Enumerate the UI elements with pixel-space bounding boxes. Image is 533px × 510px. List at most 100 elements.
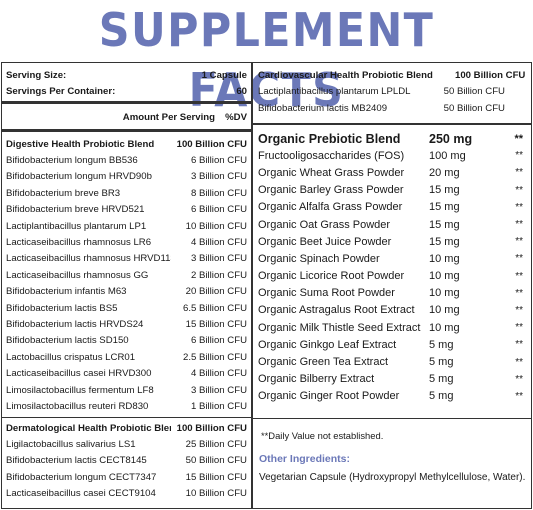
ingredient-amount: 3 Billion CFU — [191, 384, 247, 396]
ingredient-amount: 10 mg — [429, 287, 460, 300]
ingredient-name: Organic Bilberry Extract — [258, 373, 375, 386]
ingredient-dv: ** — [515, 390, 523, 402]
ingredient-amount: 15 Billion CFU — [185, 318, 247, 330]
ingredient-amount: 15 mg — [429, 201, 460, 214]
ingredient-row: Bifidobacterium lactis BS5 6.5 Billion CF… — [6, 300, 247, 316]
ingredient-dv: ** — [515, 322, 523, 334]
ingredient-amount: 20 mg — [429, 166, 460, 179]
other-ingredients-text: Vegetarian Capsule (Hydroxypropyl Methyl… — [259, 472, 526, 483]
ingredient-amount: 15 Billion CFU — [185, 471, 247, 483]
ingredient-amount: 50 Billion CFU — [443, 102, 505, 114]
ingredient-name: Bifidobacterium lactis BS5 — [6, 302, 118, 314]
ingredient-name: Lacticaseibacillus rhamnosus LR6 — [6, 237, 152, 249]
ingredient-name: Limosilactobacillus reuteri RD830 — [6, 400, 149, 412]
left-facts-panel: Serving Size: 1 Capsule Servings Per Con… — [1, 62, 252, 509]
ingredient-name: Lactiplantibacillus plantarum LPLDL — [258, 86, 411, 98]
ingredient-row: Bifidobacterium lactis MB2409 50 Billion … — [258, 100, 527, 117]
ingredient-amount: 20 Billion CFU — [185, 286, 247, 298]
ingredient-row: Lactiplantibacillus plantarum LP1 10 Bill… — [6, 218, 247, 234]
ingredient-amount: 15 mg — [429, 235, 460, 248]
ingredient-name: Organic Ginkgo Leaf Extract — [258, 338, 397, 351]
ingredient-row: Bifidobacterium breve BR3 8 Billion CFU — [6, 185, 247, 201]
ingredient-name: Organic Wheat Grass Powder — [258, 166, 405, 179]
cardio-blend: Cardiovascular Health Probiotic Blend 10… — [258, 67, 527, 117]
ingredient-row: Lacticaseibacillus rhamnosus HRVD113 3 Bi… — [6, 251, 247, 267]
divider — [253, 418, 531, 419]
ingredient-name: Fructooligosaccharides (FOS) — [258, 149, 405, 162]
ingredient-amount: 5 mg — [429, 356, 454, 369]
ingredient-dv: ** — [515, 236, 523, 248]
ingredient-name: Organic Suma Root Powder — [258, 287, 395, 300]
ingredient-row: Organic Green Tea Extract 5 mg ** — [258, 353, 523, 370]
ingredient-name: Lacticaseibacillus casei HRVD300 — [6, 368, 152, 380]
ingredient-row: Organic Suma Root Powder 10 mg ** — [258, 285, 523, 302]
serving-size-value: 1 Capsule — [201, 69, 247, 81]
ingredient-row: Bifidobacterium infantis M63 20 Billion C… — [6, 284, 247, 300]
ingredient-amount: 6 Billion CFU — [191, 155, 247, 167]
ingredient-name: Bifidobacterium longum HRVD90b — [6, 171, 152, 183]
ingredient-amount: 10 mg — [429, 270, 460, 283]
ingredient-amount: 2 Billion CFU — [191, 269, 247, 281]
ingredient-name: Bifidobacterium breve BR3 — [6, 187, 121, 199]
ingredient-amount: 3 Billion CFU — [191, 253, 247, 265]
ingredient-dv: ** — [515, 201, 523, 213]
blend-dv: ** — [514, 132, 523, 145]
ingredient-name: Organic Green Tea Extract — [258, 356, 389, 369]
ingredient-row: Organic Wheat Grass Powder 20 mg ** — [258, 164, 523, 181]
ingredient-name: Lactobacillus crispatus LCR01 — [6, 351, 136, 363]
ingredient-name: Organic Ginger Root Powder — [258, 390, 400, 403]
ingredient-amount: 4 Billion CFU — [191, 368, 247, 380]
servings-per-container-label: Servings Per Container: — [6, 86, 116, 98]
ingredient-amount: 2.5 Billion CFU — [183, 351, 247, 363]
blend-name: Cardiovascular Health Probiotic Blend — [258, 69, 433, 81]
blend-name: Dermatological Health Probiotic Blend — [6, 422, 171, 434]
ingredient-row: Bifidobacterium breve HRVD521 6 Billion C… — [6, 202, 247, 218]
ingredient-name: Bifidobacterium infantis M63 — [6, 286, 127, 298]
ingredient-name: Bifidobacterium lactis CECT8145 — [6, 455, 147, 467]
ingredient-row: Bifidobacterium lactis CECT8145 50 Billio… — [6, 453, 247, 469]
ingredient-name: Ligilactobacillus salivarius LS1 — [6, 439, 136, 451]
ingredient-amount: 5 mg — [429, 390, 454, 403]
blend-amount: 100 Billion CFU — [176, 422, 247, 434]
ingredient-name: Organic Spinach Powder — [258, 252, 380, 265]
ingredient-amount: 10 mg — [429, 321, 460, 334]
ingredient-name: Organic Alfalfa Grass Powder — [258, 201, 403, 214]
ingredient-row: Organic Beet Juice Powder 15 mg ** — [258, 233, 523, 250]
divider — [2, 417, 251, 418]
blend-amount: 100 Billion CFU — [455, 69, 526, 81]
ingredient-row: Bifidobacterium longum HRVD90b 3 Billion … — [6, 169, 247, 185]
ingredient-name: Bifidobacterium breve HRVD521 — [6, 204, 145, 216]
ingredient-name: Bifidobacterium longum CECT7347 — [6, 471, 157, 483]
ingredient-amount: 1 Billion CFU — [191, 400, 247, 412]
ingredient-amount: 50 Billion CFU — [443, 86, 505, 98]
ingredient-row: Organic Bilberry Extract 5 mg ** — [258, 371, 523, 388]
ingredient-row: Organic Ginger Root Powder 5 mg ** — [258, 388, 523, 405]
ingredient-row: Lactiplantibacillus plantarum LPLDL 50 Bi… — [258, 84, 527, 101]
ingredient-amount: 10 Billion CFU — [185, 220, 247, 232]
ingredient-amount: 3 Billion CFU — [191, 171, 247, 183]
ingredient-row: Lacticaseibacillus casei HRVD300 4 Billio… — [6, 365, 247, 381]
ingredient-row: Organic Oat Grass Powder 15 mg ** — [258, 216, 523, 233]
ingredient-dv: ** — [515, 373, 523, 385]
ingredient-row: Organic Milk Thistle Seed Extract 10 mg ** — [258, 319, 523, 336]
ingredient-row: Bifidobacterium lactis SD150 6 Billion CF… — [6, 333, 247, 349]
daily-value-footnote: **Daily Value not established. — [261, 430, 384, 441]
ingredient-row: Organic Licorice Root Powder 10 mg ** — [258, 268, 523, 285]
ingredient-name: Organic Barley Grass Powder — [258, 184, 404, 197]
ingredient-row: Fructooligosaccharides (FOS) 100 mg ** — [258, 147, 523, 164]
ingredient-row: Bifidobacterium longum CECT7347 15 Billio… — [6, 469, 247, 485]
prebiotic-blend: Organic Prebiotic Blend 250 mg ** Fructo… — [258, 130, 523, 405]
blend-name: Digestive Health Probiotic Blend — [6, 138, 155, 150]
ingredient-row: Organic Barley Grass Powder 15 mg ** — [258, 182, 523, 199]
blend-amount: 250 mg — [429, 131, 473, 146]
ingredient-name: Lacticaseibacillus rhamnosus HRVD113 — [6, 253, 171, 265]
ingredient-amount: 5 mg — [429, 373, 454, 386]
ingredient-name: Lacticaseibacillus rhamnosus GG — [6, 269, 149, 281]
ingredient-dv: ** — [515, 270, 523, 282]
blend-name: Organic Prebiotic Blend — [258, 131, 401, 146]
ingredient-row: Lacticaseibacillus casei CECT9104 10 Bill… — [6, 486, 247, 502]
ingredient-dv: ** — [515, 287, 523, 299]
ingredient-row: Lacticaseibacillus rhamnosus GG 2 Billion… — [6, 267, 247, 283]
ingredient-amount: 4 Billion CFU — [191, 237, 247, 249]
page-title: SUPPLEMENT FACTS — [98, 3, 435, 117]
